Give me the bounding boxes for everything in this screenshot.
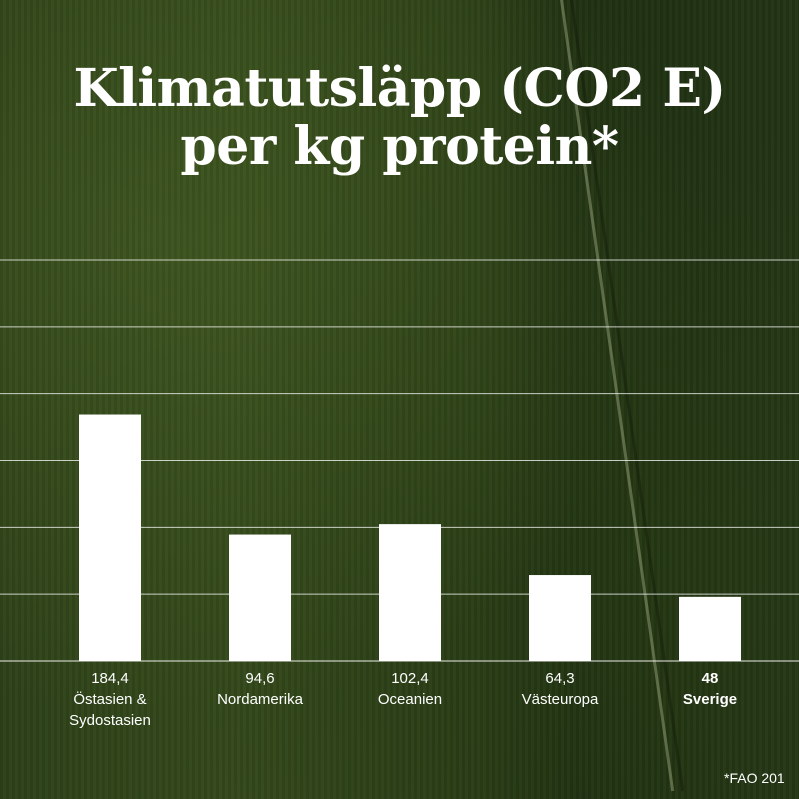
chart-title: Klimatutsläpp (CO2 E) per kg protein* (0, 58, 799, 178)
data-label: 94,6 (245, 670, 274, 687)
category-label: Oceanien (378, 691, 442, 708)
title-line-2: per kg protein* (180, 116, 619, 178)
data-label: 64,3 (545, 670, 574, 687)
bar-nordamerika (229, 534, 291, 661)
footnote: *FAO 201 (724, 770, 785, 786)
bar-sverige (679, 596, 741, 661)
category-label: Nordamerika (217, 691, 304, 708)
data-label: 184,4 (91, 670, 129, 687)
category-label: Sverige (683, 691, 737, 708)
category-label: Västeuropa (522, 691, 599, 708)
title-line-1: Klimatutsläpp (CO2 E) (73, 58, 726, 119)
data-label: 102,4 (391, 670, 429, 687)
bar-oceanien (379, 524, 441, 661)
bar-v-steuropa (529, 575, 591, 661)
category-label: Sydostasien (69, 712, 151, 729)
category-label: Östasien & (73, 690, 146, 708)
bar--stasien-sydostasien (79, 414, 141, 661)
data-label: 48 (702, 670, 719, 687)
